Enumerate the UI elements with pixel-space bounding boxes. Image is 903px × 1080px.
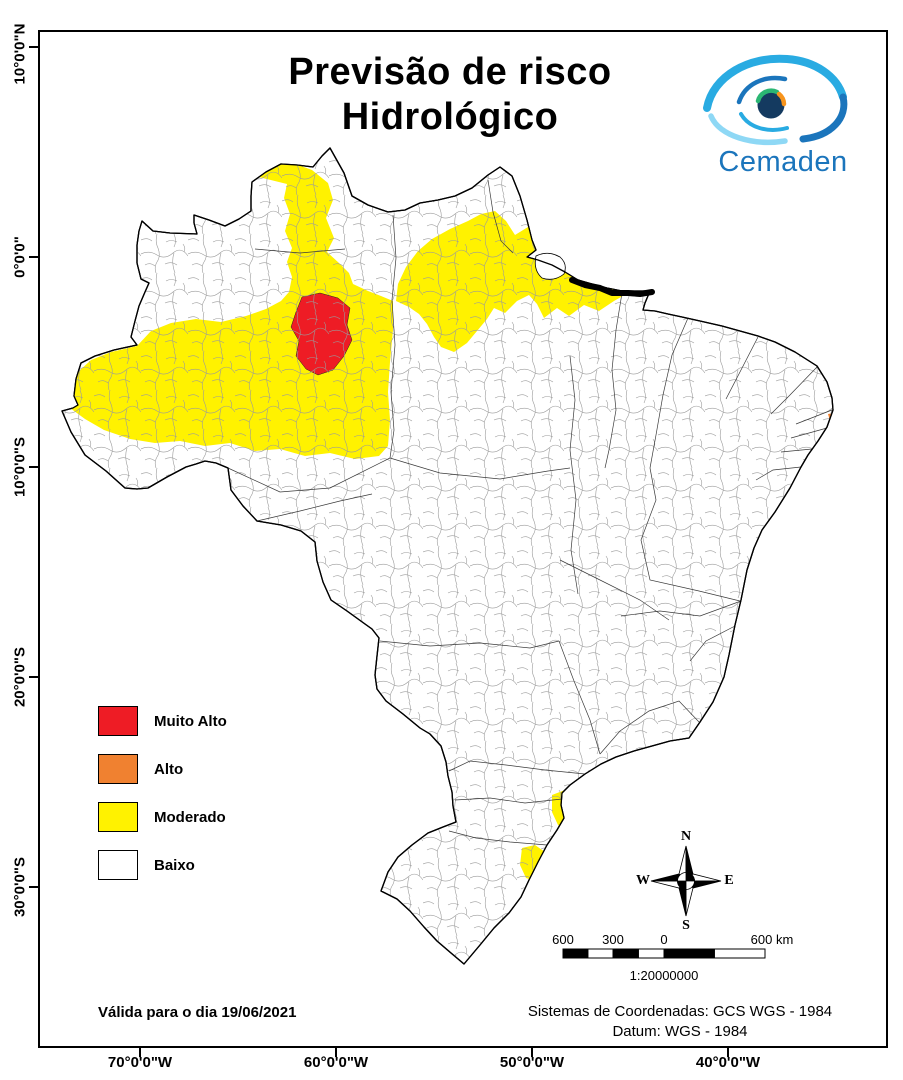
lon-label-50w: 50°0'0"W	[499, 1054, 565, 1071]
legend-item-muito-alto: Muito Alto	[98, 706, 227, 736]
page-title-line1: Previsão de risco	[288, 51, 612, 93]
lat-tick	[29, 886, 38, 888]
coordinate-system-block: Sistemas de Coordenadas: GCS WGS - 1984 …	[468, 1002, 892, 1042]
marajo-island-outline	[534, 252, 566, 280]
lon-tick	[727, 1048, 729, 1057]
map-frame-border	[38, 30, 888, 1048]
legend-label-alto: Alto	[154, 760, 184, 778]
lat-tick	[29, 466, 38, 468]
mangrove-coast-hatching	[569, 277, 655, 297]
lon-tick	[531, 1048, 533, 1057]
compass-east-label: E	[724, 873, 734, 888]
legend-swatch-muito-alto	[98, 706, 138, 736]
lat-label-20s: 20°0'0"S	[11, 646, 29, 708]
scale-ratio-text: 1:20000000	[629, 968, 699, 983]
compass-rose-icon	[650, 845, 722, 917]
compass-north-label: N	[680, 829, 692, 844]
compass-west-label: W	[636, 873, 650, 888]
scale-label-600-km: 600 km	[750, 932, 794, 947]
legend-item-alto: Alto	[98, 754, 227, 784]
lon-tick	[335, 1048, 337, 1057]
datum-line: Datum: WGS - 1984	[612, 1023, 748, 1040]
legend-swatch-moderado	[98, 802, 138, 832]
compass-south-label: S	[682, 918, 690, 933]
legend-item-moderado: Moderado	[98, 802, 227, 832]
legend-item-baixo: Baixo	[98, 850, 227, 880]
legend-swatch-alto	[98, 754, 138, 784]
lat-label-10n: 10°0'0"N	[11, 23, 29, 85]
lon-label-60w: 60°0'0"W	[303, 1054, 369, 1071]
page-title: Previsão de risco Hidrológico	[150, 50, 750, 140]
legend-swatch-baixo	[98, 850, 138, 880]
cemaden-wordmark: Cemaden	[718, 146, 848, 178]
brazil-outline	[61, 147, 834, 965]
lon-tick	[139, 1048, 141, 1057]
lon-label-40w: 40°0'0"W	[695, 1054, 761, 1071]
legend-label-muito-alto: Muito Alto	[154, 712, 227, 730]
scale-bar	[562, 948, 766, 959]
lat-tick	[29, 256, 38, 258]
legend-label-baixo: Baixo	[154, 856, 195, 874]
validity-date-text: Válida para o dia 19/06/2021	[98, 1004, 297, 1021]
scale-label-600-left: 600	[552, 932, 574, 947]
lat-label-10s: 10°0'0"S	[11, 436, 29, 498]
lon-label-70w: 70°0'0"W	[107, 1054, 173, 1071]
lat-tick	[29, 46, 38, 48]
scale-label-300: 300	[602, 932, 624, 947]
lat-label-30s: 30°0'0"S	[11, 856, 29, 918]
scale-label-0: 0	[660, 932, 668, 947]
page-title-line2: Hidrológico	[341, 95, 559, 138]
risk-legend: Muito Alto Alto Moderado Baixo	[98, 706, 227, 898]
state-boundaries	[227, 179, 833, 846]
lat-label-0: 0°0'0"	[11, 236, 29, 278]
lat-tick	[29, 676, 38, 678]
cemaden-logo-icon	[703, 54, 848, 145]
legend-label-moderado: Moderado	[154, 808, 226, 826]
crs-line: Sistemas de Coordenadas: GCS WGS - 1984	[527, 1003, 833, 1020]
